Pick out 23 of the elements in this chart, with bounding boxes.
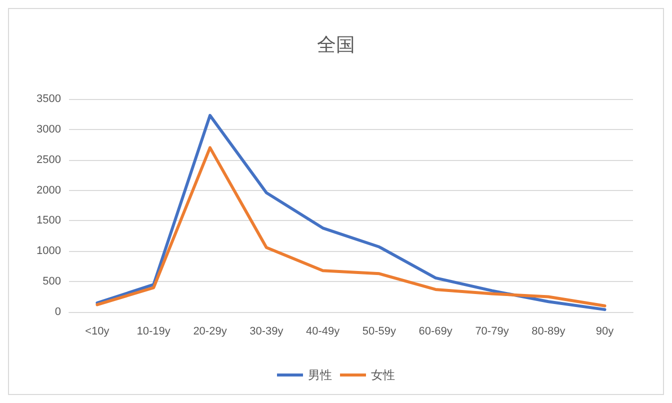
legend-label: 女性 (371, 368, 395, 382)
line-series (96, 114, 606, 312)
x-tick-label: 20-29y (193, 326, 228, 338)
y-tick-label: 1500 (36, 214, 61, 227)
y-tick-label: 3000 (36, 123, 61, 136)
x-tick-label: 30-39y (250, 326, 284, 338)
legend-label: 男性 (308, 368, 332, 382)
x-tick-label: <10y (85, 326, 110, 338)
y-tick-label: 0 (54, 306, 61, 318)
y-tick-label: 3500 (36, 93, 61, 105)
x-tick-label: 50-59y (362, 326, 397, 338)
x-tick-label: 70-79y (475, 326, 510, 338)
x-tick-label: 10-19y (136, 326, 171, 338)
y-tick-label: 2500 (36, 154, 61, 166)
line-series (96, 146, 606, 308)
x-tick-label: 40-49y (306, 326, 340, 338)
x-tick-label: 80-89y (532, 326, 566, 338)
y-tick-label: 500 (42, 276, 61, 288)
x-tick-label: 90y (596, 326, 614, 338)
chart-title: 全国 (317, 35, 355, 56)
y-tick-label: 2000 (36, 184, 61, 196)
y-tick-label: 1000 (36, 245, 61, 258)
x-tick-label: 60-69y (418, 326, 453, 338)
